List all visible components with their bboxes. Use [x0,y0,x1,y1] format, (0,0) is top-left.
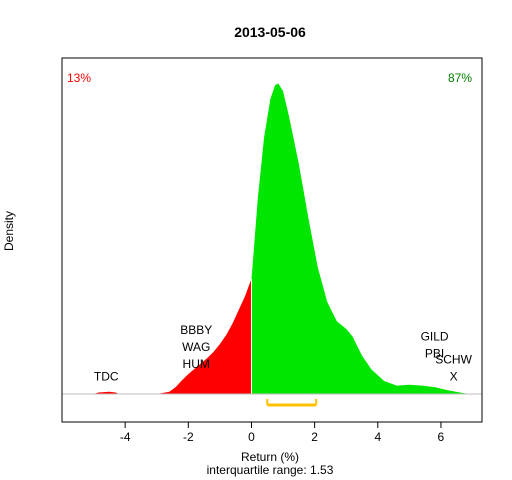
plot-area [62,83,482,407]
ticker-label-bbby: BBBY [180,323,212,337]
x-axis-label: Return (%) [241,450,299,464]
chart-title: 2013-05-06 [234,24,306,40]
ticker-label-gild: GILD [421,329,449,343]
ticker-label-schw: SCHW [435,352,472,366]
ticker-label-tdc: TDC [94,369,119,383]
ticker-label-pbi: PBI [425,346,444,360]
left-share-label: 13% [67,71,91,85]
x-tick-label: 0 [248,430,255,444]
negative-density-area [93,279,252,394]
x-tick-label: 4 [374,430,381,444]
ticker-label-wag: WAG [182,340,210,354]
positive-density-area [251,83,470,394]
x-axis: -4 -2 0 2 4 6 [61,57,483,444]
x-tick-label: 6 [438,430,445,444]
iqr-subtitle: interquartile range: 1.53 [207,463,334,477]
ticker-label-x: X [450,369,458,383]
right-share-label: 87% [448,71,472,85]
x-tick-label: -4 [120,430,131,444]
ticker-label-hum: HUM [183,357,210,371]
plot-frame [61,57,483,423]
x-tick-label: 2 [311,430,318,444]
y-axis-label: Density [2,211,16,251]
x-tick-label: -2 [183,430,194,444]
